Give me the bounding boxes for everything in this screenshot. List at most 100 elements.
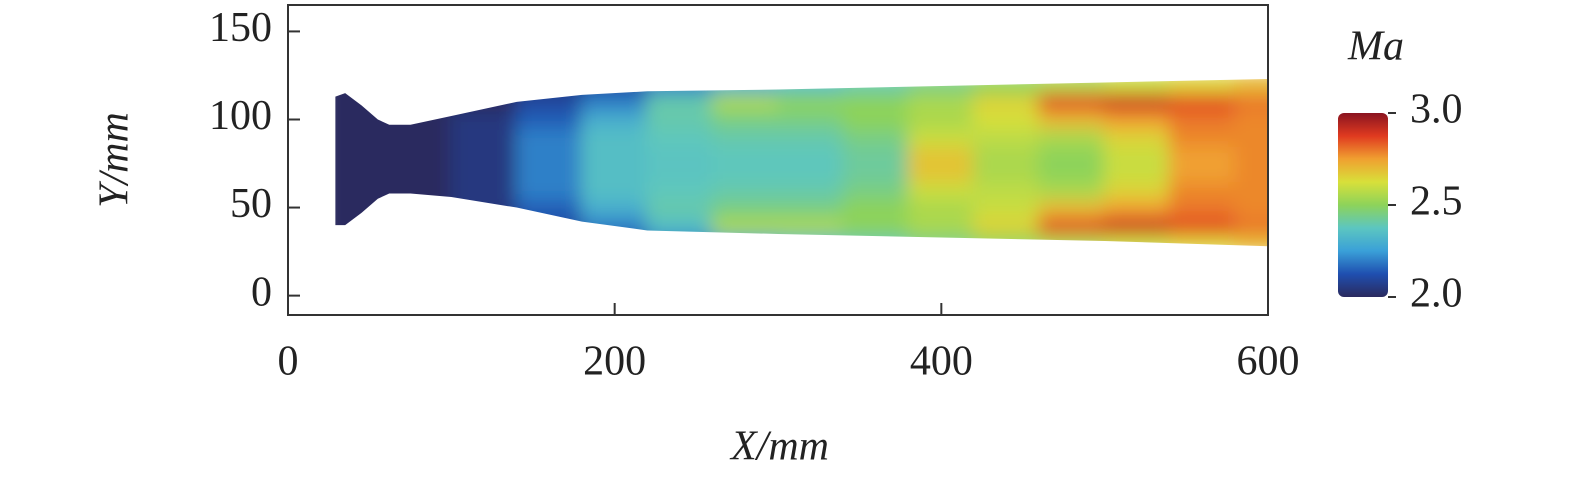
field-cell: [907, 127, 975, 147]
field-cell: [1169, 232, 1237, 247]
field-cell: [777, 78, 845, 95]
field-cell: [1169, 78, 1237, 95]
field-cell: [973, 127, 1041, 147]
field-cell: [515, 162, 583, 183]
field-cell: [1103, 78, 1171, 95]
field-cell: [385, 215, 453, 235]
field-cell: [335, 78, 387, 95]
field-cell: [973, 109, 1041, 130]
field-cell: [777, 215, 845, 235]
field-cell: [646, 127, 714, 147]
field-cell: [335, 109, 387, 130]
field-cell: [450, 197, 518, 218]
field-cell: [1038, 180, 1106, 200]
field-cell: [335, 92, 387, 112]
field-cell: [973, 162, 1041, 183]
field-cell: [842, 92, 910, 112]
field-cell: [646, 109, 714, 130]
field-cell: [646, 144, 714, 165]
field-cell: [646, 197, 714, 218]
field-cell: [711, 232, 779, 247]
field-cell: [515, 109, 583, 130]
field-cell: [711, 215, 779, 235]
field-cell: [385, 127, 453, 147]
field-cell: [1038, 127, 1106, 147]
field-cell: [711, 92, 779, 112]
field-cell: [973, 92, 1041, 112]
field-cell: [1169, 144, 1237, 165]
field-cell: [842, 78, 910, 95]
x-tick-label: 400: [910, 339, 973, 385]
field-cell: [907, 197, 975, 218]
field-cell: [515, 127, 583, 147]
field-cell: [581, 162, 649, 183]
field-cell: [973, 78, 1041, 95]
colorbar-tick-label: 3.0: [1410, 87, 1463, 133]
field-cell: [973, 197, 1041, 218]
x-tick-label: 200: [583, 339, 646, 385]
field-cell: [450, 144, 518, 165]
field-cell: [1169, 162, 1237, 183]
field-cell: [385, 78, 453, 95]
field-cell: [1038, 92, 1106, 112]
field-cell: [1038, 197, 1106, 218]
field-cell: [1234, 232, 1268, 247]
field-cell: [385, 92, 453, 112]
y-tick-label: 150: [209, 5, 272, 51]
field-cell: [973, 232, 1041, 247]
colorbar-tick-label: 2.0: [1410, 271, 1463, 317]
field-cell: [1169, 197, 1237, 218]
field-cell: [1038, 215, 1106, 235]
field-cell: [1169, 92, 1237, 112]
field-cell: [646, 215, 714, 235]
field-cell: [842, 144, 910, 165]
field-cell: [842, 197, 910, 218]
field-cell: [711, 78, 779, 95]
field-cell: [1234, 109, 1268, 130]
field-cell: [581, 197, 649, 218]
field-cell: [711, 197, 779, 218]
field-cell: [907, 215, 975, 235]
field-cell: [450, 78, 518, 95]
field-cell: [711, 162, 779, 183]
field-cell: [777, 92, 845, 112]
field-cell: [515, 180, 583, 200]
field-cell: [1234, 78, 1268, 95]
field-cell: [711, 144, 779, 165]
field-cell: [777, 127, 845, 147]
field-cell: [1103, 162, 1171, 183]
field-cell: [777, 144, 845, 165]
field-cell: [907, 92, 975, 112]
field-cell: [1038, 109, 1106, 130]
y-tick-label: 0: [251, 269, 272, 315]
colorbar-tick-label: 2.5: [1410, 179, 1463, 225]
field-cell: [335, 215, 387, 235]
field-cell: [1169, 109, 1237, 130]
field-cell: [581, 180, 649, 200]
field-cell: [385, 162, 453, 183]
field-cell: [973, 215, 1041, 235]
field-cell: [335, 232, 387, 247]
field-cell: [842, 232, 910, 247]
x-tick-label: 600: [1237, 339, 1300, 385]
field-cell: [842, 162, 910, 183]
field-cell: [1103, 215, 1171, 235]
field-cell: [646, 78, 714, 95]
field-cell: [335, 162, 387, 183]
y-tick-label: 100: [209, 93, 272, 139]
field-cell: [450, 127, 518, 147]
field-cell: [335, 144, 387, 165]
field-cell: [1234, 180, 1268, 200]
field-cell: [973, 144, 1041, 165]
field-cell: [450, 180, 518, 200]
field-cell: [907, 78, 975, 95]
field-cell: [581, 144, 649, 165]
field-cell: [777, 162, 845, 183]
field-cell: [1234, 92, 1268, 112]
y-tick-label: 50: [230, 181, 272, 227]
field-cell: [777, 232, 845, 247]
x-tick-label: 0: [278, 339, 299, 385]
field-cell: [1103, 109, 1171, 130]
field-cell: [581, 109, 649, 130]
field-cell: [777, 180, 845, 200]
